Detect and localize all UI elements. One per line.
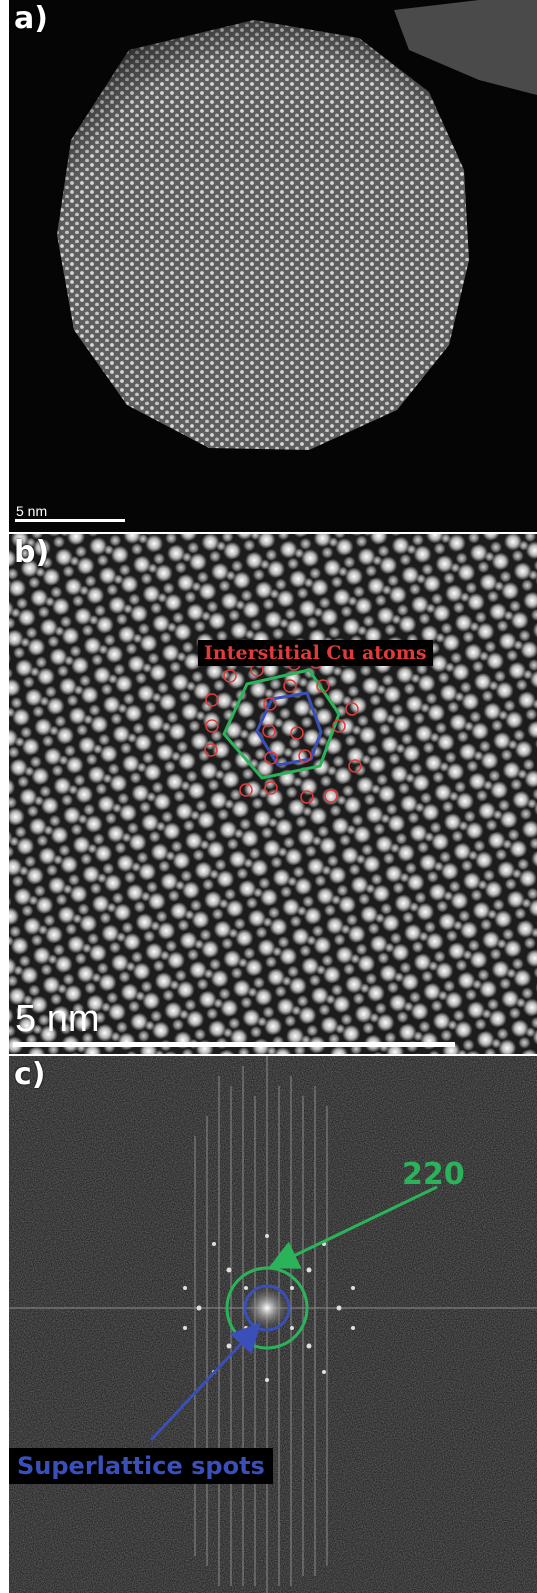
ring-superlattice: [243, 1284, 291, 1332]
scale-bar-b: [13, 1042, 455, 1047]
green-hexagon: [222, 668, 341, 780]
central-beam: [245, 1286, 289, 1330]
scale-bar-a-label: 5 nm: [16, 503, 48, 519]
panel-a-nanoparticle-image: a) 5 nm: [9, 0, 537, 532]
arrow-220: [268, 1185, 438, 1269]
neighbor-particle: [394, 0, 537, 95]
label-220: 220: [402, 1157, 465, 1192]
arrow-superlattice: [149, 1322, 262, 1442]
diffraction-streaks: [194, 1056, 328, 1593]
ring-220: [225, 1266, 309, 1350]
panel-c-image: [9, 1056, 537, 1593]
panel-b-image: [9, 534, 537, 1054]
scale-bar-b-label: 5 nm: [15, 998, 100, 1040]
superlattice-spots-label: Superlattice spots: [9, 1448, 273, 1484]
panel-c-label: c): [14, 1057, 46, 1092]
nanoparticle: [57, 20, 469, 450]
panel-a-image: [9, 0, 537, 532]
panel-b-label: b): [14, 535, 50, 570]
panel-b-atomic-lattice: b) Interstitial Cu atoms 5 nm: [9, 534, 537, 1054]
panel-c-fft-pattern: c) 220 Superlattice spots: [9, 1056, 537, 1593]
interstitial-cu-label: Interstitial Cu atoms: [198, 640, 433, 666]
scale-bar-a: [15, 519, 125, 522]
panel-a-label: a): [14, 1, 48, 36]
